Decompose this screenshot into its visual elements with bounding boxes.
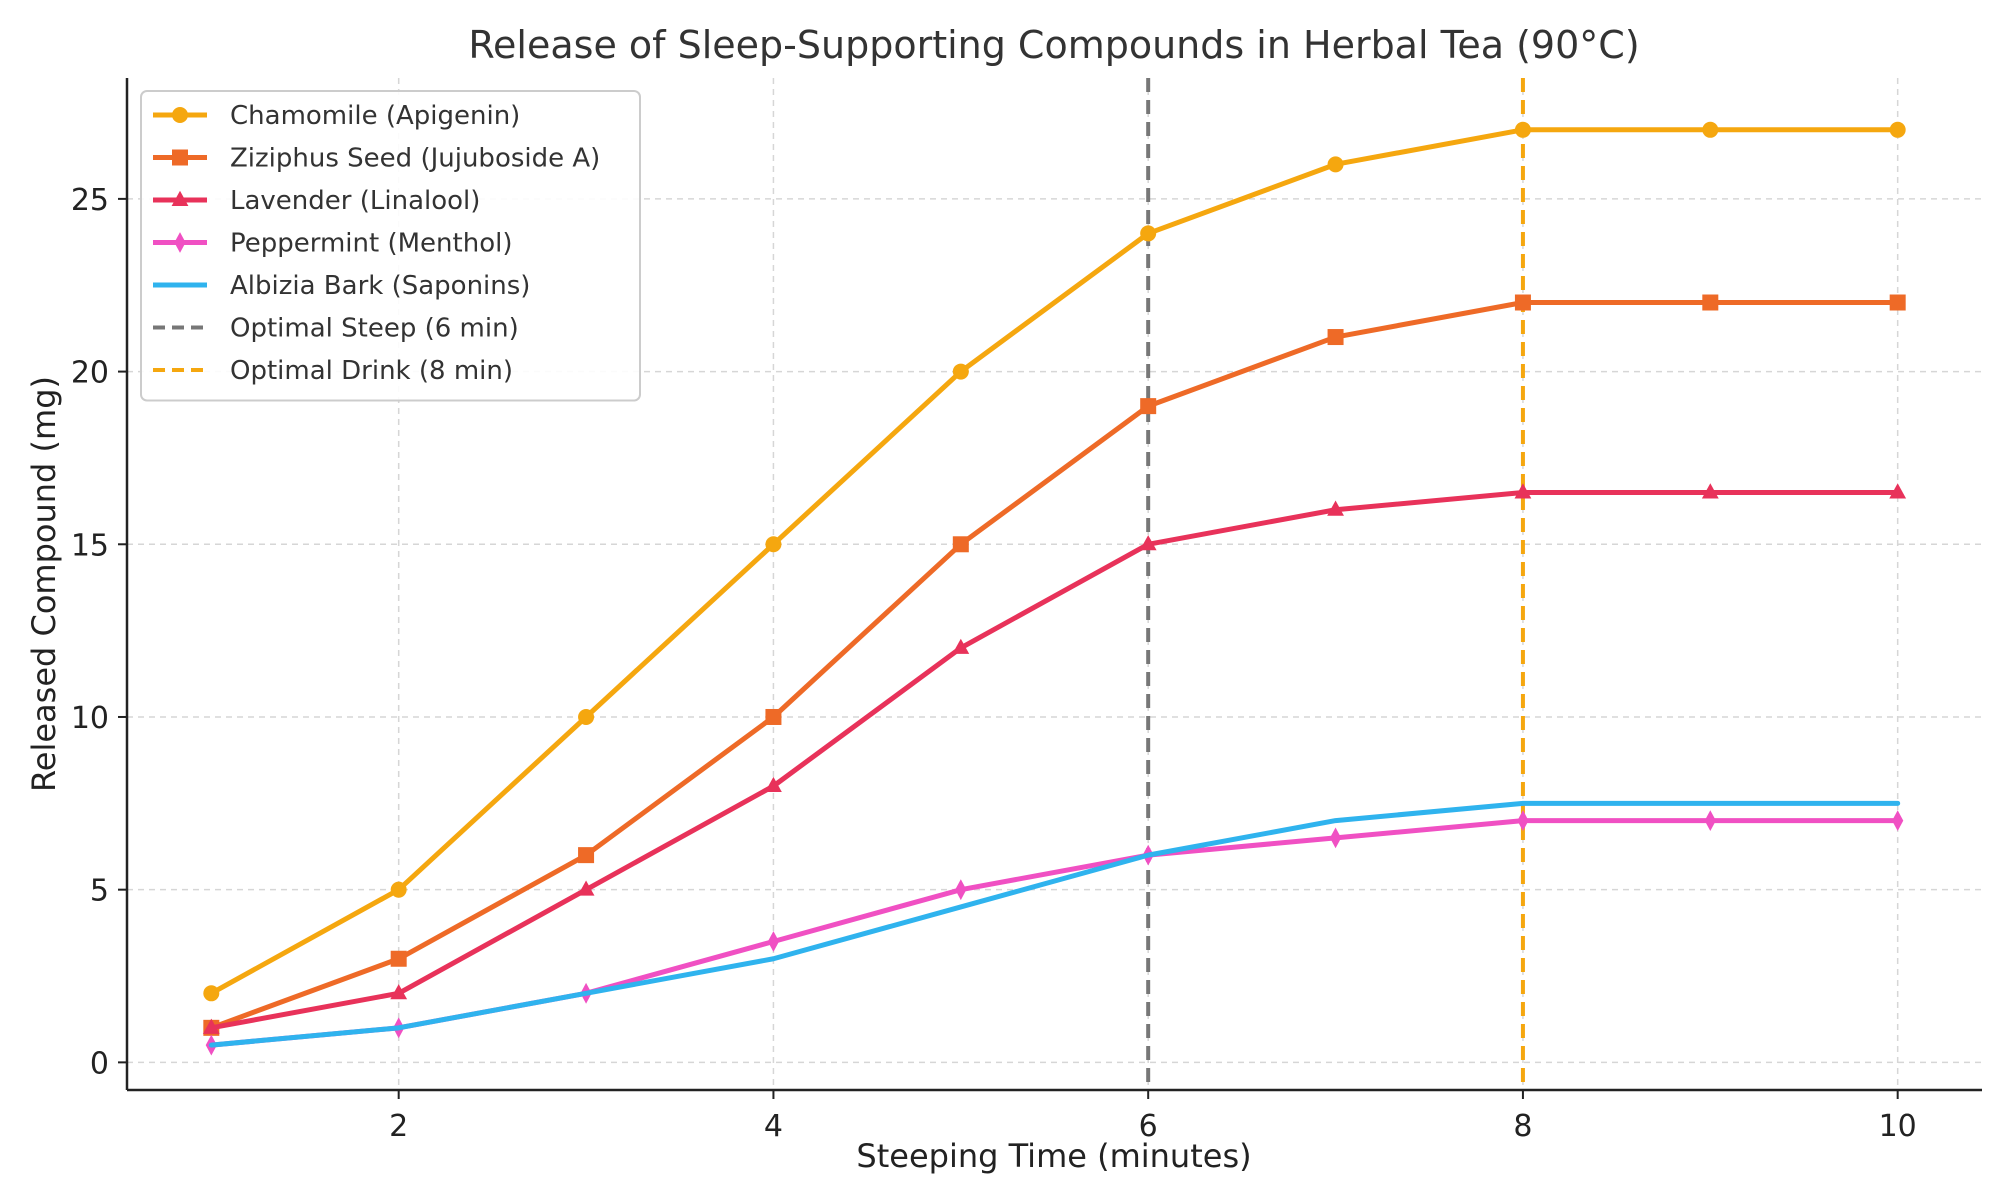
data-point-marker [1704, 810, 1716, 831]
legend-box [140, 90, 641, 402]
legend-label: Albizia Bark (Saponins) [230, 271, 530, 301]
data-point-marker [390, 984, 408, 1000]
legend-item: Optimal Drink (8 min) [153, 356, 513, 386]
data-point-marker [1889, 294, 1906, 311]
data-point-marker [952, 536, 969, 553]
series-group [203, 294, 1906, 1036]
data-point-marker [767, 931, 780, 952]
x-tick-label: 4 [764, 1109, 783, 1144]
data-point-marker [1889, 121, 1906, 138]
series-line [208, 127, 1901, 996]
data-point-marker [1892, 810, 1904, 831]
data-point-marker [1327, 156, 1344, 173]
series-group [208, 800, 1901, 1048]
data-point-marker [1702, 294, 1719, 311]
data-point-marker [578, 847, 595, 864]
reference-lines [1146, 78, 1525, 1090]
series-group [203, 121, 1906, 1002]
data-point-marker [390, 881, 407, 898]
legend-item: Chamomile (Apigenin) [153, 101, 520, 131]
x-axis-label: Steeping Time (minutes) [856, 1137, 1251, 1175]
legend-label: Lavender (Linalool) [230, 186, 480, 216]
data-point-marker [1701, 483, 1719, 499]
y-tick-label: 5 [90, 874, 109, 909]
data-point-marker [174, 232, 186, 253]
data-point-marker [390, 950, 407, 967]
y-tick-label: 0 [90, 1046, 109, 1081]
data-point-marker [1140, 225, 1157, 242]
data-point-marker [172, 107, 188, 123]
data-point-marker [1327, 329, 1344, 346]
chart-title: Release of Sleep-Supporting Compounds in… [468, 23, 1639, 67]
data-point-marker [1889, 483, 1907, 499]
data-point-marker [1517, 810, 1529, 831]
data-point-marker [1514, 121, 1531, 138]
data-point-marker [172, 149, 188, 166]
legend-item: Optimal Steep (6 min) [153, 314, 519, 344]
data-point-marker [955, 879, 967, 901]
series-group [202, 483, 1907, 1034]
legend-item: Peppermint (Menthol) [153, 229, 512, 259]
legend-label: Chamomile (Apigenin) [230, 101, 520, 131]
x-tick-label: 6 [1139, 1109, 1158, 1144]
data-point-marker [1702, 121, 1719, 138]
data-point-marker [1139, 535, 1157, 551]
series-line [208, 800, 1901, 1048]
series-lines [202, 121, 1907, 1056]
legend-label: Ziziphus Seed (Jujuboside A) [230, 144, 600, 174]
data-point-marker [171, 190, 189, 206]
x-tick-label: 2 [389, 1109, 408, 1144]
legend-item: Albizia Bark (Saponins) [153, 271, 530, 301]
y-tick-label: 10 [71, 701, 109, 736]
data-point-marker [765, 708, 782, 725]
x-tick-label: 10 [1879, 1109, 1917, 1144]
data-point-marker [202, 1018, 220, 1034]
legend-label: Optimal Steep (6 min) [230, 314, 519, 344]
data-point-marker [1514, 294, 1531, 311]
legend-item: Ziziphus Seed (Jujuboside A) [153, 144, 600, 174]
legend-label: Optimal Drink (8 min) [230, 356, 513, 386]
y-tick-label: 15 [71, 528, 109, 563]
data-point-marker [577, 880, 595, 896]
series-line [208, 489, 1901, 1031]
series-line [208, 300, 1901, 1031]
data-point-marker [765, 536, 782, 553]
y-tick-label: 25 [71, 183, 109, 218]
data-point-marker [765, 776, 782, 793]
legend: Chamomile (Apigenin) Ziziphus Seed (Jujub… [140, 90, 641, 402]
data-point-marker [952, 363, 969, 380]
data-point-marker [1327, 500, 1344, 516]
y-tick-label: 20 [71, 356, 109, 391]
data-point-marker [1514, 483, 1532, 499]
series-line [208, 818, 1901, 1048]
axes: 2 4 6 8 10 0 5 10 15 20 25 [71, 78, 1982, 1144]
x-tick-label: 8 [1513, 1109, 1532, 1144]
data-point-marker [203, 985, 220, 1002]
y-axis-label: Released Compound (mg) [25, 376, 63, 792]
data-point-marker [1329, 827, 1342, 849]
data-point-marker [1140, 398, 1157, 415]
legend-item: Lavender (Linalool) [153, 186, 480, 216]
data-point-marker [952, 638, 970, 654]
legend-label: Peppermint (Menthol) [230, 229, 512, 259]
data-point-marker [578, 708, 595, 725]
